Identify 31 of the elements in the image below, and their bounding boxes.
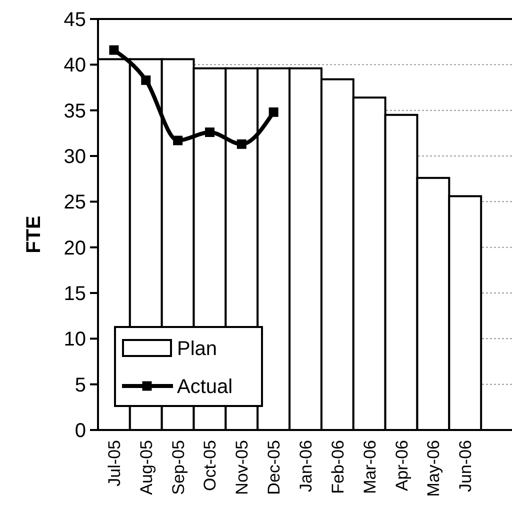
x-tick-label: Jun-06 bbox=[456, 440, 476, 492]
legend-label: Plan bbox=[177, 338, 218, 360]
x-tick-label: Jan-06 bbox=[296, 440, 316, 492]
y-tick-label: 35 bbox=[64, 100, 86, 122]
y-tick-label: 40 bbox=[64, 54, 86, 77]
x-tick-label: Oct-05 bbox=[200, 440, 220, 492]
point bbox=[141, 75, 151, 85]
y-tick-label: 5 bbox=[74, 374, 86, 396]
point bbox=[268, 107, 278, 117]
y-tick-label: 0 bbox=[74, 420, 86, 442]
y-axis-title: FTE bbox=[23, 216, 45, 254]
legend-label: Actual bbox=[177, 376, 233, 398]
y-tick-label: 15 bbox=[64, 283, 86, 305]
x-tick-label: Apr-06 bbox=[392, 440, 412, 492]
point bbox=[204, 128, 214, 137]
x-tick-label: Nov-05 bbox=[232, 440, 252, 495]
y-tick-label: 45 bbox=[64, 9, 86, 31]
x-tick-label: Mar-06 bbox=[360, 440, 380, 494]
point bbox=[236, 139, 246, 149]
x-tick-label: Feb-06 bbox=[328, 440, 348, 494]
x-tick-label: May-06 bbox=[424, 440, 444, 497]
y-tick-label: 30 bbox=[64, 146, 86, 168]
point bbox=[109, 45, 119, 55]
x-tick-label: Aug-05 bbox=[136, 440, 156, 495]
y-tick-label: 20 bbox=[64, 237, 86, 260]
x-tick-label: Sep-05 bbox=[168, 440, 188, 495]
point bbox=[173, 136, 183, 146]
x-tick-label: Jul-05 bbox=[104, 440, 124, 486]
y-tick-label: 10 bbox=[64, 328, 86, 351]
y-tick-label: 25 bbox=[64, 192, 86, 214]
x-tick-label: Dec-05 bbox=[264, 440, 284, 495]
